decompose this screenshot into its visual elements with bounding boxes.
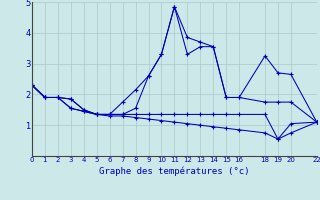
X-axis label: Graphe des températures (°c): Graphe des températures (°c) [99,166,250,176]
